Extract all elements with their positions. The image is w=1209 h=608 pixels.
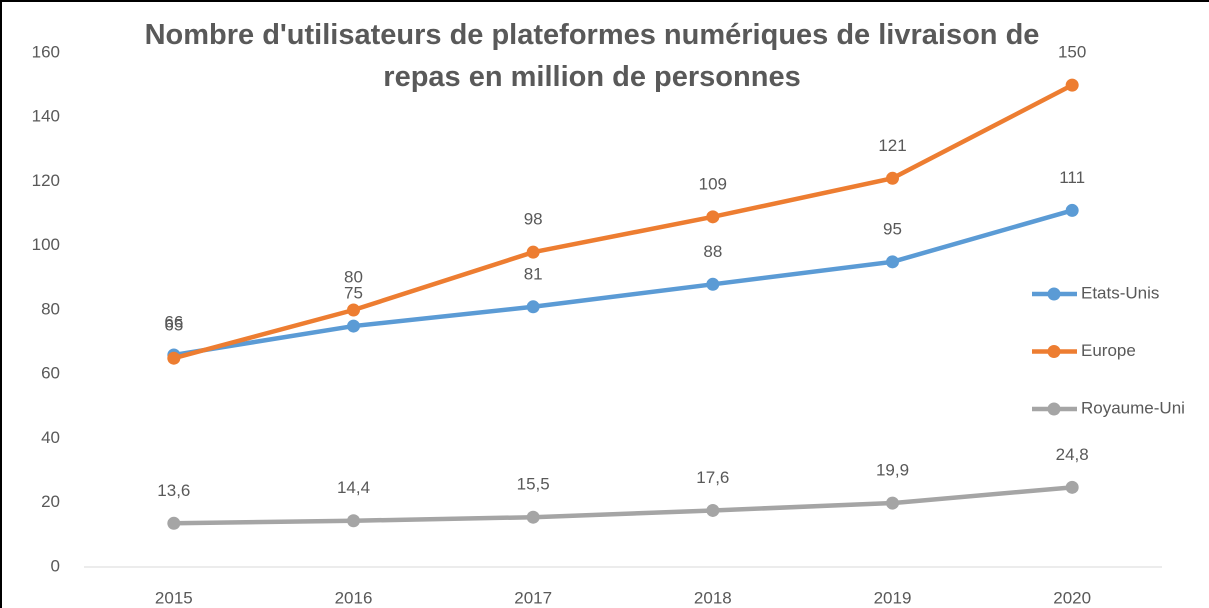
y-tick-label: 140 — [32, 107, 60, 126]
x-tick-label: 2015 — [155, 588, 193, 607]
x-tick-label: 2020 — [1053, 588, 1091, 607]
data-point — [167, 351, 181, 365]
y-tick-label: 0 — [51, 556, 60, 575]
data-label: 150 — [1058, 43, 1086, 62]
data-label: 65 — [164, 316, 183, 335]
x-tick-label: 2017 — [514, 588, 552, 607]
y-tick-label: 60 — [41, 364, 60, 383]
data-label: 75 — [344, 284, 363, 303]
data-point — [1065, 203, 1079, 217]
data-point — [347, 514, 360, 528]
data-point — [886, 255, 899, 269]
x-tick-label: 2016 — [335, 588, 373, 607]
legend-label: Europe — [1081, 341, 1136, 360]
data-point — [526, 245, 540, 259]
data-point — [526, 510, 540, 524]
series-line — [173, 83, 1074, 361]
data-label: 109 — [699, 174, 727, 193]
data-point — [526, 300, 540, 314]
data-point — [886, 496, 899, 510]
data-point — [167, 516, 181, 530]
data-label: 95 — [883, 219, 902, 238]
y-tick-label: 120 — [32, 171, 60, 190]
y-tick-label: 20 — [41, 492, 60, 511]
data-point — [706, 277, 720, 291]
data-label: 19,9 — [876, 461, 909, 480]
data-label: 14,4 — [337, 478, 370, 497]
x-tick-label: 2019 — [874, 588, 912, 607]
legend-label: Etats-Unis — [1081, 283, 1159, 302]
data-label: 111 — [1059, 168, 1085, 187]
legend-marker — [1047, 287, 1061, 301]
series-line — [173, 208, 1073, 358]
data-label: 66 — [164, 312, 183, 331]
data-point — [706, 503, 720, 517]
legend-marker — [1047, 345, 1061, 358]
data-label: 13,6 — [157, 481, 190, 500]
x-tick-label: 2018 — [694, 588, 732, 607]
data-label: 80 — [344, 267, 363, 286]
data-label: 15,5 — [517, 475, 550, 494]
y-tick-label: 100 — [32, 235, 60, 254]
data-label: 98 — [524, 210, 543, 229]
data-point — [886, 171, 899, 185]
data-label: 17,6 — [696, 468, 729, 487]
chart-title: Nombre d'utilisateurs de plateformes num… — [144, 19, 1040, 93]
legend-label: Royaume-Uni — [1081, 398, 1185, 417]
data-point — [347, 303, 360, 317]
series-line — [173, 485, 1073, 526]
y-tick-label: 40 — [41, 428, 60, 447]
data-label: 88 — [703, 242, 722, 261]
data-point — [347, 319, 360, 333]
legend-marker — [1047, 402, 1061, 416]
data-label: 121 — [878, 136, 906, 155]
data-point — [706, 210, 720, 224]
data-label: 81 — [524, 264, 543, 283]
y-tick-label: 160 — [32, 42, 60, 61]
data-point — [1065, 480, 1079, 494]
y-tick-label: 80 — [41, 299, 60, 318]
data-point — [1065, 78, 1079, 92]
data-label: 24,8 — [1056, 445, 1089, 464]
